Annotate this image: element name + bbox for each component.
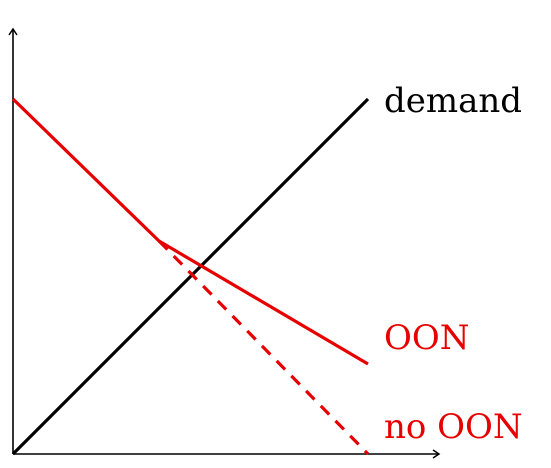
no-oon-line xyxy=(159,241,368,454)
oon-label: OON xyxy=(384,318,470,358)
demand-label: demand xyxy=(384,81,522,121)
oon-line xyxy=(13,99,368,364)
no-oon-label: no OON xyxy=(384,407,523,447)
